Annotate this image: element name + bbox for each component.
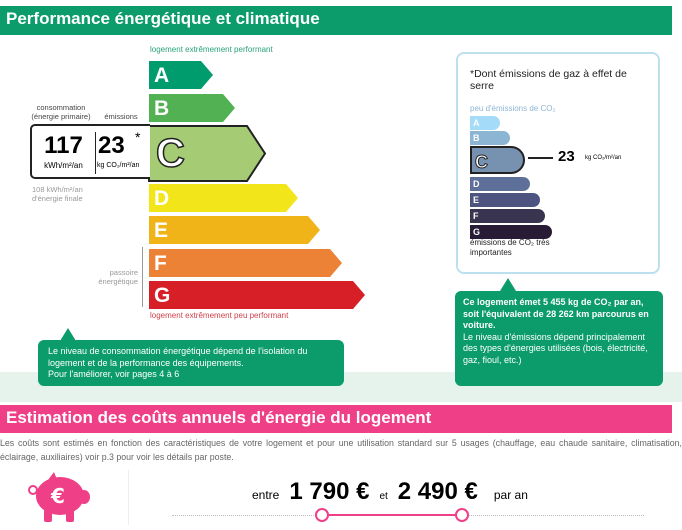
- energy-class-f: F: [149, 249, 342, 277]
- class-letter: C: [156, 132, 185, 176]
- class-letter: B: [154, 97, 169, 120]
- consumption-unit: kWh/m²/an: [44, 161, 83, 170]
- ges-value: 23: [558, 148, 575, 165]
- piggy-bank-euro-icon: €: [24, 470, 94, 530]
- emissions-asterisk: *: [135, 129, 141, 145]
- class-letter: G: [154, 284, 170, 307]
- range-min-marker: [315, 508, 329, 522]
- ges-class-a: A: [470, 116, 500, 130]
- emissions-value: 23: [98, 132, 125, 159]
- per-year-label: par an: [493, 488, 528, 502]
- class-letter: F: [154, 252, 167, 275]
- cost-max: 2 490 €: [397, 478, 478, 505]
- ges-class-e: E: [470, 193, 540, 207]
- between-label: entre: [252, 488, 280, 502]
- current-values-box: 117 kWh/m²/an 23 * kg CO₂/m²/an: [30, 124, 150, 179]
- passoire-label: passoire énergétique: [98, 268, 138, 286]
- callout-line: Le niveau de consommation énergétique dé…: [48, 346, 308, 356]
- emissions-label: émissions: [104, 112, 138, 121]
- ges-top-label: peu d'émissions de CO₂: [470, 104, 556, 113]
- costs-description: Les coûts sont estimés en fonction des c…: [0, 438, 682, 462]
- svg-text:€: €: [50, 484, 65, 508]
- energy-class-d: D: [149, 184, 298, 212]
- ges-class-d: D: [470, 177, 530, 191]
- class-letter: D: [154, 187, 169, 210]
- class-letter: E: [154, 219, 168, 242]
- section-title-costs: Estimation des coûts annuels d'énergie d…: [0, 405, 672, 433]
- ges-class-g: G: [470, 225, 552, 239]
- cost-range: entre 1 790 € et 2 490 € par an: [252, 478, 528, 506]
- ges-class-c: C: [470, 146, 525, 174]
- ges-title: *Dont émissions de gaz à effet de serre: [470, 68, 627, 92]
- energy-bottom-label: logement extrêmement peu performant: [150, 311, 289, 320]
- cost-min: 1 790 €: [289, 478, 370, 505]
- section-title-performance: Performance énergétique et climatique: [0, 6, 672, 35]
- final-energy-label: 108 kWh/m²/an d'énergie finale: [32, 185, 83, 203]
- consumption-label: consommation (énergie primaire): [31, 103, 91, 121]
- energy-class-e: E: [149, 216, 320, 244]
- cost-range-bar: [322, 514, 462, 516]
- emissions-unit: kg CO₂/m²/an: [97, 162, 140, 169]
- energy-class-a: A: [149, 61, 213, 89]
- energy-callout: Le niveau de consommation énergétique dé…: [38, 340, 344, 386]
- range-max-marker: [455, 508, 469, 522]
- callout-line: Pour l'améliorer, voir pages 4 à 6: [48, 369, 180, 379]
- energy-class-b: B: [149, 94, 235, 122]
- ges-unit: kg CO₂/m²/an: [585, 155, 622, 161]
- ges-class-f: F: [470, 209, 545, 223]
- energy-class-c: C: [148, 125, 267, 182]
- ges-class-b: B: [470, 131, 510, 145]
- ges-bottom-label: émissions de CO₂ très importantes: [470, 238, 550, 257]
- consumption-value: 117: [44, 132, 83, 159]
- energy-class-g: G: [149, 281, 365, 309]
- energy-top-label: logement extrêmement performant: [150, 45, 273, 54]
- callout-line: logement et de la performance des équipe…: [48, 357, 244, 368]
- and-label: et: [379, 491, 388, 502]
- ges-callout-text: Le niveau d'émissions dépend principalem…: [463, 331, 648, 365]
- ges-callout-bold: Ce logement émet 5 455 kg de CO₂ par an,…: [463, 297, 649, 330]
- class-letter: A: [154, 64, 169, 87]
- ges-callout: Ce logement émet 5 455 kg de CO₂ par an,…: [455, 291, 663, 386]
